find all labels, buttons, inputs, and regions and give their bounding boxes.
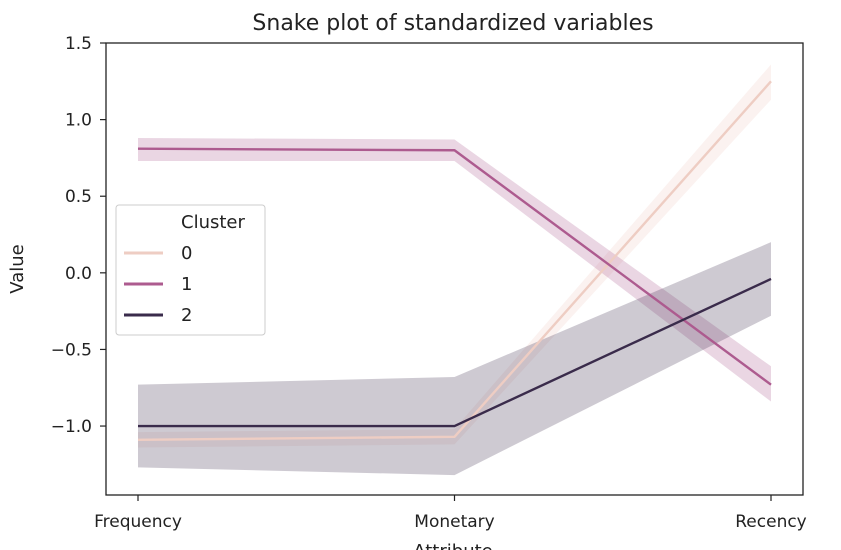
x-tick-label: Frequency — [94, 512, 182, 532]
y-tick-label: −0.5 — [51, 340, 92, 360]
chart-title: Snake plot of standardized variables — [252, 11, 653, 36]
series-lines — [137, 80, 772, 442]
legend-label-cluster-0: 0 — [181, 243, 192, 264]
ci-band-cluster-2 — [138, 242, 771, 476]
x-axis-label: Attribute — [413, 541, 492, 550]
y-tick-label: 0.5 — [65, 187, 92, 207]
confidence-bands — [138, 64, 771, 476]
y-tick-label: 1.0 — [65, 111, 92, 131]
y-axis: 1.5 1.0 0.5 0.0 −0.5 −1.0 — [51, 34, 106, 437]
legend-label-cluster-1: 1 — [181, 274, 192, 295]
legend-box — [115, 204, 266, 336]
y-tick-label: 1.5 — [65, 34, 92, 54]
legend: Cluster 0 1 2 — [115, 204, 266, 336]
legend-label-cluster-2: 2 — [181, 305, 192, 326]
y-tick-label: 0.0 — [65, 264, 92, 284]
x-axis: Frequency Monetary Recency — [94, 495, 807, 532]
x-tick-label: Monetary — [414, 512, 494, 532]
legend-title: Cluster — [181, 212, 245, 233]
legend-items: 0 1 2 — [124, 243, 192, 326]
x-tick-label: Recency — [735, 512, 807, 532]
y-axis-label: Value — [7, 244, 28, 293]
y-tick-label: −1.0 — [51, 417, 92, 437]
